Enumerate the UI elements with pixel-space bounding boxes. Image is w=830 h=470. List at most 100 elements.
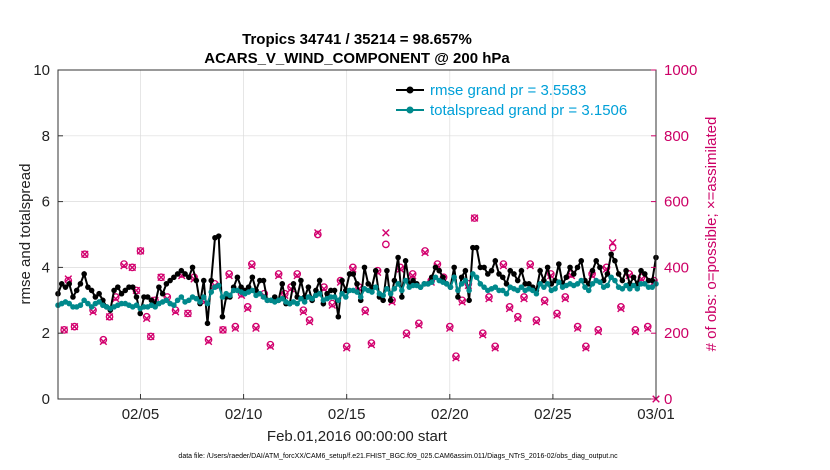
- left-tick-label: 8: [42, 128, 50, 145]
- rmse-point: [305, 284, 312, 290]
- chart-title-line2: ACARS_V_WIND_COMPONENT @ 200 hPa: [204, 50, 510, 67]
- totalspread-point: [208, 289, 215, 295]
- totalspread-point: [294, 300, 301, 307]
- totalspread-point: [331, 294, 338, 300]
- totalspread-point: [481, 284, 487, 290]
- obs-assimilated-stroke: [553, 311, 561, 319]
- rmse-point: [339, 277, 345, 284]
- rmse-point: [81, 271, 87, 277]
- obs-possible-marker: [608, 243, 617, 252]
- obs-assimilated-stroke: [514, 314, 522, 323]
- right-tick-label: 1000: [664, 62, 697, 79]
- obs-assimilated-stroke: [367, 340, 376, 349]
- totalspread-point: [354, 289, 360, 295]
- y-axis-label-left: rmse and totalspread: [17, 164, 34, 305]
- rmse-point: [129, 284, 136, 290]
- rmse-point: [395, 254, 401, 261]
- obs-assimilated-marker: [526, 261, 535, 270]
- totalspread-point: [597, 279, 603, 286]
- obs-assimilated-marker: [120, 261, 128, 270]
- rmse-point: [387, 297, 394, 304]
- obs-assimilated-stroke: [89, 308, 97, 316]
- totalspread-point: [447, 284, 454, 290]
- obs-assimilated-stroke: [204, 337, 213, 346]
- obs-assimilated-stroke: [184, 309, 192, 318]
- totalspread-point: [316, 290, 323, 297]
- obs-assimilated-stroke: [408, 271, 417, 280]
- rmse-point: [316, 277, 323, 284]
- obs-possible-marker: [252, 322, 260, 331]
- rmse-point: [537, 267, 543, 274]
- rmse-point: [137, 310, 144, 317]
- obs-assimilated-marker: [458, 298, 466, 306]
- totalspread-point: [574, 281, 581, 287]
- obs-assimilated-marker: [594, 327, 603, 336]
- footer-data-file: data file: /Users/raeder/DAI/ATM_forcXX/…: [178, 453, 618, 460]
- rmse-point: [290, 281, 297, 287]
- totalspread-point: [298, 295, 304, 302]
- obs-assimilated-stroke: [231, 324, 240, 333]
- rmse-point: [182, 271, 188, 277]
- obs-assimilated-stroke: [361, 308, 370, 316]
- totalspread-point: [163, 297, 170, 304]
- totalspread-point: [608, 274, 614, 281]
- obs-assimilated-stroke: [452, 354, 460, 362]
- rmse-point: [630, 274, 637, 281]
- totalspread-point: [477, 281, 484, 287]
- obs-possible-marker: [266, 340, 275, 349]
- totalspread-point: [641, 281, 648, 287]
- obs-assimilated-marker: [445, 324, 454, 333]
- rmse-point: [298, 277, 304, 284]
- totalspread-point: [152, 304, 158, 310]
- rmse-point: [171, 274, 177, 281]
- totalspread-point: [257, 290, 263, 297]
- totalspread-point: [395, 281, 401, 287]
- totalspread-point: [81, 297, 87, 304]
- obs-possible-marker: [602, 263, 611, 272]
- totalspread-point: [612, 277, 618, 284]
- totalspread-point: [301, 299, 308, 305]
- x-tick-label: 02/15: [328, 406, 366, 423]
- totalspread-point: [455, 287, 461, 294]
- rmse-point: [623, 267, 629, 274]
- rmse-point: [245, 284, 252, 290]
- rmse-point: [384, 267, 390, 274]
- totalspread-point: [604, 282, 611, 289]
- rmse-point: [432, 264, 439, 271]
- rmse-point: [641, 271, 648, 277]
- x-tick-label: 02/25: [534, 406, 572, 423]
- totalspread-point: [470, 271, 476, 277]
- obs-assimilated-stroke: [499, 261, 508, 270]
- obs-assimilated-stroke: [105, 312, 114, 321]
- obs-assimilated-stroke: [396, 265, 405, 273]
- rmse-point: [391, 277, 398, 284]
- totalspread-point: [402, 277, 409, 284]
- obs-assimilated-stroke: [305, 317, 314, 326]
- obs-assimilated-marker: [582, 344, 590, 352]
- rmse-point: [440, 274, 446, 281]
- rmse-point: [96, 290, 102, 297]
- totalspread-point: [492, 284, 499, 290]
- obs-possible-marker: [499, 260, 508, 268]
- obs-possible-marker: [415, 319, 423, 328]
- rmse-point: [544, 264, 551, 271]
- obs-assimilated-stroke: [643, 324, 652, 333]
- rmse-point: [361, 264, 368, 271]
- obs-possible-marker: [293, 270, 302, 278]
- rmse-point: [313, 287, 319, 294]
- totalspread-point: [219, 294, 226, 300]
- totalspread-point: [582, 284, 588, 290]
- rmse-point: [189, 264, 196, 271]
- rmse-point: [77, 281, 84, 287]
- obs-possible-marker: [505, 303, 514, 311]
- obs-assimilated-marker: [99, 337, 108, 346]
- obs-assimilated-stroke: [171, 308, 180, 316]
- obs-assimilated-marker: [136, 247, 145, 255]
- obs-assimilated-stroke: [608, 238, 617, 247]
- rmse-point: [350, 271, 357, 277]
- obs-assimilated-stroke: [349, 265, 357, 273]
- totalspread-point: [309, 295, 315, 302]
- rmse-point: [638, 267, 644, 274]
- obs-assimilated-stroke: [299, 308, 308, 316]
